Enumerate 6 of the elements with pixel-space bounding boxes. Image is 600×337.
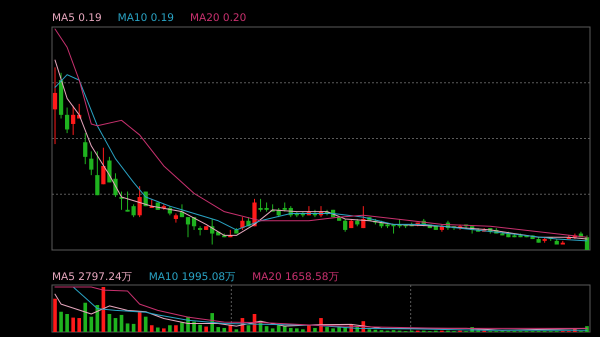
text: MA20 1658.58万: [252, 271, 340, 283]
series-label: MA5 2797.24万: [52, 271, 133, 283]
text: MA20 0.20: [190, 12, 246, 24]
text: MA10 1995.08万: [148, 271, 236, 283]
text: MA5 0.19: [52, 12, 102, 24]
text: MA10 0.19: [118, 12, 174, 24]
